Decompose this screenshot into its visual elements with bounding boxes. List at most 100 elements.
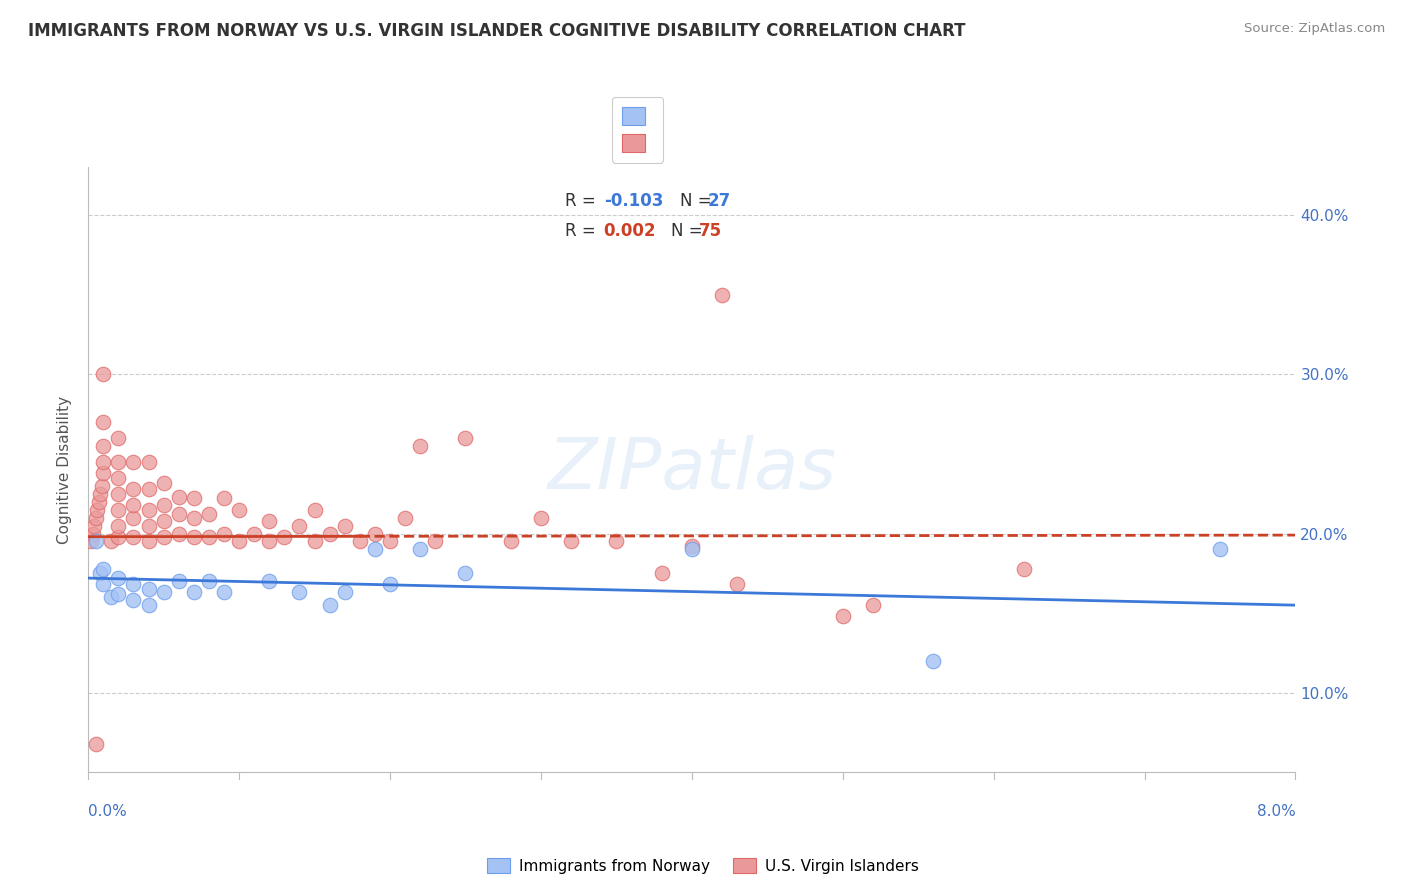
- Point: [651, 566, 673, 581]
- Point: [183, 510, 205, 524]
- Point: [257, 514, 280, 528]
- Point: [87, 494, 110, 508]
- Text: 8.0%: 8.0%: [1257, 805, 1295, 819]
- Point: [83, 518, 105, 533]
- Point: [183, 585, 205, 599]
- Point: [167, 526, 190, 541]
- Point: [107, 518, 129, 533]
- Point: [80, 534, 103, 549]
- Point: [91, 439, 114, 453]
- Point: [228, 534, 250, 549]
- Point: [212, 585, 235, 599]
- Point: [100, 591, 122, 605]
- Point: [122, 482, 145, 496]
- Point: [122, 455, 145, 469]
- Point: [91, 561, 114, 575]
- Point: [257, 574, 280, 589]
- Point: [212, 526, 235, 541]
- Point: [84, 510, 107, 524]
- Point: [349, 534, 371, 549]
- Point: [681, 542, 703, 557]
- Point: [243, 526, 266, 541]
- Legend: Immigrants from Norway, U.S. Virgin Islanders: Immigrants from Norway, U.S. Virgin Isla…: [481, 852, 925, 880]
- Point: [605, 534, 627, 549]
- Point: [152, 475, 174, 490]
- Text: R =: R =: [565, 222, 600, 240]
- Point: [138, 482, 160, 496]
- Legend: , : ,: [612, 97, 664, 162]
- Point: [107, 471, 129, 485]
- Point: [228, 502, 250, 516]
- Point: [1209, 542, 1232, 557]
- Point: [122, 510, 145, 524]
- Point: [304, 502, 326, 516]
- Point: [89, 566, 111, 581]
- Point: [212, 491, 235, 506]
- Point: [138, 582, 160, 597]
- Point: [167, 490, 190, 504]
- Point: [394, 510, 416, 524]
- Point: [183, 530, 205, 544]
- Point: [167, 508, 190, 522]
- Point: [152, 514, 174, 528]
- Point: [425, 534, 447, 549]
- Point: [454, 431, 477, 445]
- Point: [1012, 561, 1035, 575]
- Point: [138, 502, 160, 516]
- Point: [725, 577, 748, 591]
- Point: [152, 530, 174, 544]
- Point: [152, 585, 174, 599]
- Point: [138, 455, 160, 469]
- Point: [333, 585, 356, 599]
- Point: [273, 530, 295, 544]
- Text: -0.103: -0.103: [603, 192, 664, 210]
- Point: [831, 609, 853, 624]
- Point: [122, 530, 145, 544]
- Point: [288, 585, 311, 599]
- Point: [862, 598, 884, 612]
- Point: [107, 571, 129, 585]
- Y-axis label: Cognitive Disability: Cognitive Disability: [58, 396, 72, 544]
- Point: [107, 486, 129, 500]
- Point: [138, 534, 160, 549]
- Point: [107, 587, 129, 601]
- Point: [84, 534, 107, 549]
- Point: [454, 566, 477, 581]
- Text: 0.0%: 0.0%: [89, 805, 127, 819]
- Point: [198, 574, 221, 589]
- Point: [409, 439, 432, 453]
- Point: [409, 542, 432, 557]
- Point: [122, 593, 145, 607]
- Point: [499, 534, 522, 549]
- Point: [84, 737, 107, 751]
- Point: [530, 510, 553, 524]
- Text: 27: 27: [707, 192, 731, 210]
- Point: [257, 534, 280, 549]
- Point: [378, 577, 401, 591]
- Text: 75: 75: [699, 222, 723, 240]
- Text: IMMIGRANTS FROM NORWAY VS U.S. VIRGIN ISLANDER COGNITIVE DISABILITY CORRELATION : IMMIGRANTS FROM NORWAY VS U.S. VIRGIN IS…: [28, 22, 966, 40]
- Point: [304, 534, 326, 549]
- Point: [107, 431, 129, 445]
- Point: [711, 287, 734, 301]
- Point: [378, 534, 401, 549]
- Point: [89, 486, 111, 500]
- Point: [364, 542, 387, 557]
- Point: [183, 491, 205, 506]
- Point: [364, 526, 387, 541]
- Point: [100, 534, 122, 549]
- Point: [107, 455, 129, 469]
- Point: [198, 508, 221, 522]
- Point: [91, 368, 114, 382]
- Point: [122, 577, 145, 591]
- Point: [90, 479, 112, 493]
- Point: [681, 539, 703, 553]
- Point: [333, 518, 356, 533]
- Point: [922, 654, 945, 668]
- Text: R =: R =: [565, 192, 600, 210]
- Point: [138, 598, 160, 612]
- Point: [152, 498, 174, 512]
- Point: [560, 534, 582, 549]
- Point: [122, 498, 145, 512]
- Point: [167, 574, 190, 589]
